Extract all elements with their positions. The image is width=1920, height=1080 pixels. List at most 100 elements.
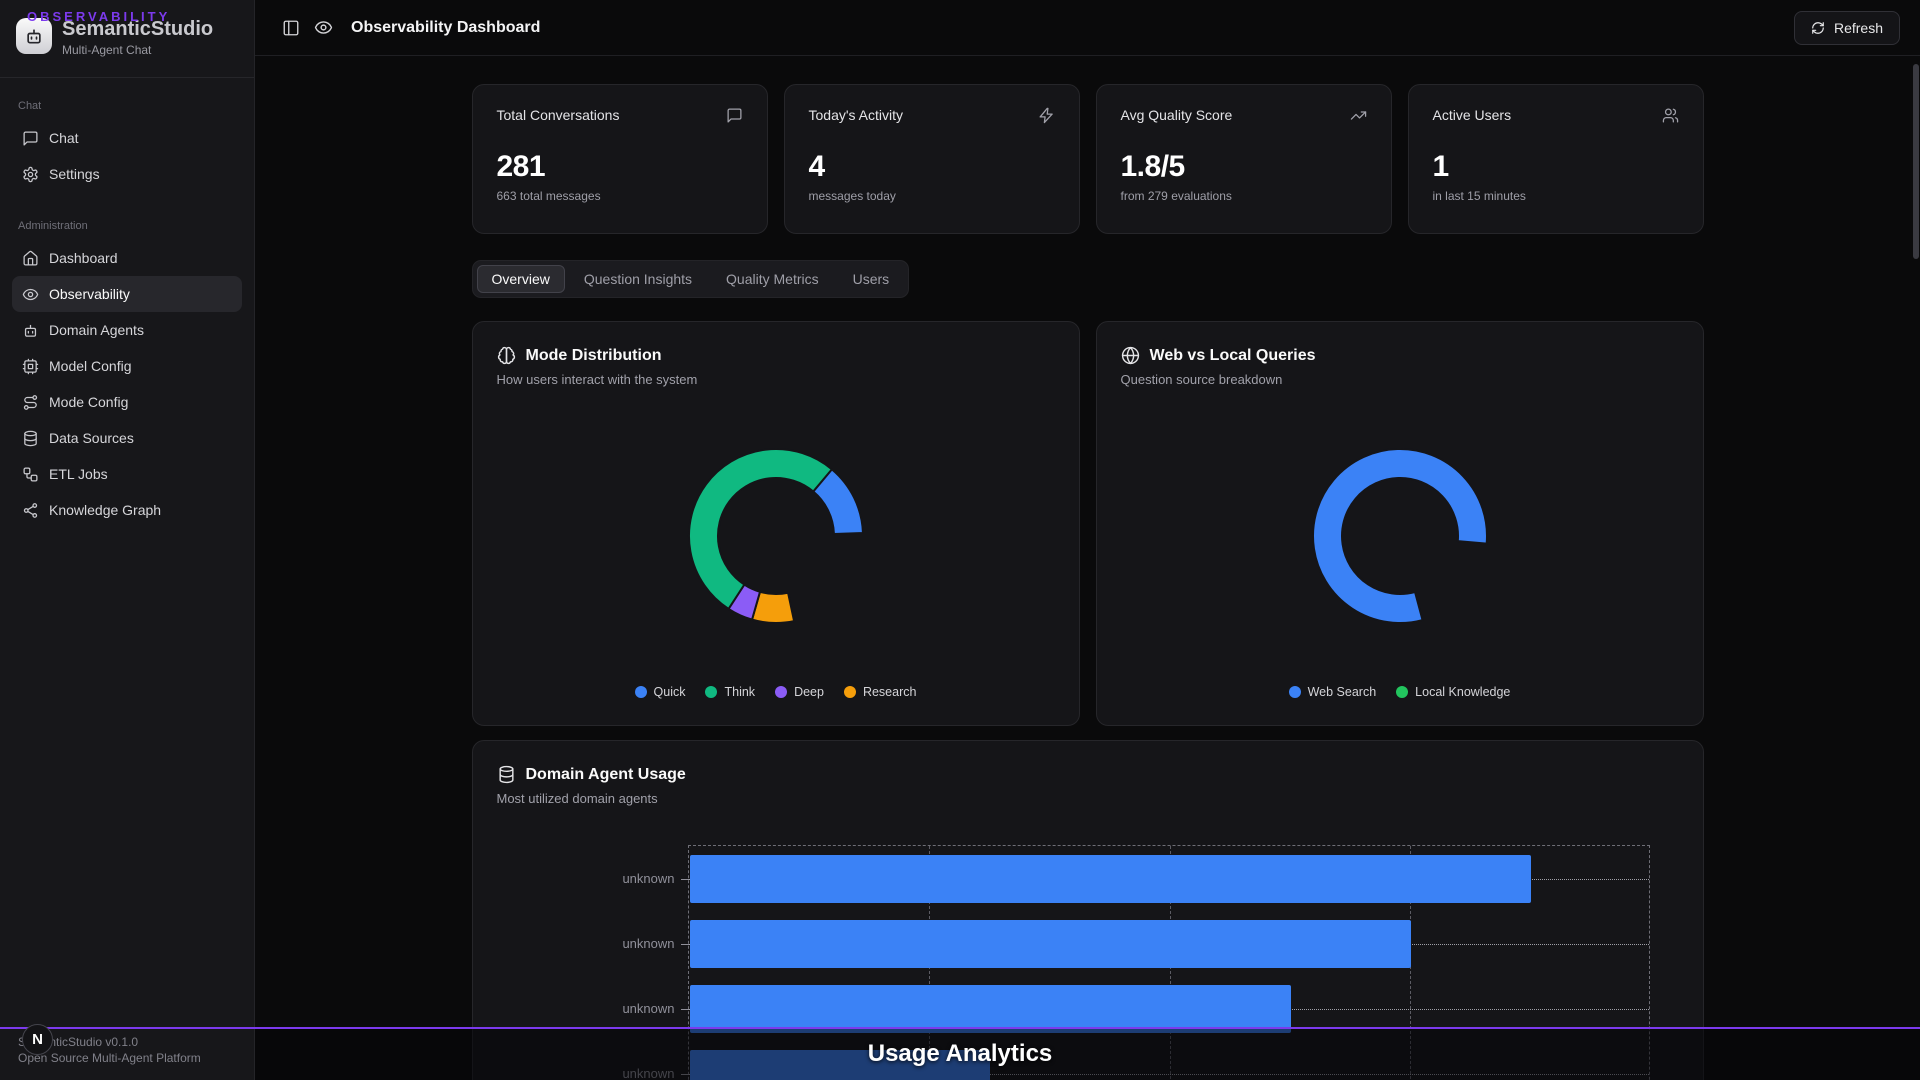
gear-icon [22,166,39,183]
legend-item-research[interactable]: Research [843,685,917,699]
donut-segment-quick[interactable] [811,467,864,536]
panel-toggle-icon[interactable] [282,19,300,37]
y-axis-label: unknown [622,871,675,886]
bot-icon [22,322,39,339]
chart-subtitle: How users interact with the system [496,372,698,387]
share-network-icon [22,502,39,519]
sidebar-item-label: Observability [49,286,130,302]
legend-color-dot [843,686,856,698]
legend-label: Web Search [1307,685,1377,699]
globe-icon [1121,346,1140,365]
stat-title: Total Conversations [496,107,620,123]
legend-label: Local Knowledge [1415,685,1511,699]
y-axis-tick [680,1009,689,1010]
sidebar-item-label: Knowledge Graph [49,502,162,518]
stat-value: 4 [808,150,826,183]
brain-icon [497,346,516,365]
nav-section-administration: Administration [18,220,88,232]
sidebar-item-settings[interactable]: Settings [12,156,242,192]
zap-icon [1038,107,1055,124]
floating-n-badge[interactable]: N [22,1024,53,1055]
stat-value: 1.8/5 [1120,150,1186,183]
donut-segment-web-search[interactable] [1311,448,1488,625]
donut-chart-web-vs-local [1121,387,1679,685]
database-icon [497,765,516,784]
sidebar-item-chat[interactable]: Chat [12,120,242,156]
app-identity: SemanticStudio Multi-Agent Chat [62,18,213,77]
usage-bar[interactable] [689,920,1411,968]
main-area: Observability Dashboard Refresh Total Co… [255,0,1920,1080]
stat-subtitle: messages today [808,189,896,203]
sidebar-header: SemanticStudio Multi-Agent Chat [0,0,254,78]
donut-segment-think[interactable] [687,447,833,611]
legend-label: Think [724,685,756,699]
sidebar-item-mode-config[interactable]: Mode Config [12,384,242,420]
chart-subtitle: Most utilized domain agents [496,791,658,806]
sidebar-item-label: ETL Jobs [49,466,108,482]
message-square-icon [22,130,39,147]
route-icon [22,394,39,411]
tab-quality-metrics[interactable]: Quality Metrics [726,271,819,287]
chart-title: Web vs Local Queries [1149,346,1316,364]
users-icon [1662,107,1679,124]
workflow-icon [22,466,39,483]
legend-label: Deep [794,685,824,699]
stat-subtitle: in last 15 minutes [1432,189,1526,203]
legend-item-local-knowledge[interactable]: Local Knowledge [1396,685,1510,699]
sidebar: OBSERVABILITY SemanticStudio Multi-Agent… [0,0,255,1080]
legend-item-deep[interactable]: Deep [775,685,824,699]
charts-row: Mode Distribution How users interact wit… [471,321,1704,726]
usage-bar[interactable] [689,855,1532,903]
sidebar-item-data-sources[interactable]: Data Sources [12,420,242,456]
legend-item-think[interactable]: Think [705,685,755,699]
sidebar-item-observability[interactable]: Observability [12,276,242,312]
cpu-icon [22,358,39,375]
tab-question-insights[interactable]: Question Insights [583,271,693,287]
legend-color-dot [1396,686,1409,698]
refresh-icon [1811,21,1825,35]
tab-overview[interactable]: Overview [476,265,565,293]
trending-up-icon [1350,107,1367,124]
sidebar-item-label: Model Config [49,358,132,374]
route-debug-label: OBSERVABILITY [27,9,171,24]
donut-segment-deep[interactable] [726,583,761,621]
eye-icon [22,286,39,303]
message-square-icon [726,107,743,124]
sidebar-item-etl-jobs[interactable]: ETL Jobs [12,456,242,492]
refresh-label: Refresh [1833,19,1883,36]
chart-legend: Quick Think Deep Research [497,685,1055,701]
sidebar-item-model-config[interactable]: Model Config [12,348,242,384]
chart-subtitle: Question source breakdown [1120,372,1283,387]
sidebar-item-dashboard[interactable]: Dashboard [12,240,242,276]
legend-item-quick[interactable]: Quick [634,685,686,699]
app-name: SemanticStudio [62,18,214,40]
home-icon [22,250,39,267]
usage-bar[interactable] [689,985,1291,1033]
sidebar-item-label: Chat [49,130,79,146]
chart-title: Domain Agent Usage [525,765,686,783]
legend-label: Quick [653,685,686,699]
sidebar-item-label: Mode Config [49,394,129,410]
sidebar-item-domain-agents[interactable]: Domain Agents [12,312,242,348]
legend-item-web-search[interactable]: Web Search [1288,685,1377,699]
dashboard-tabs: Overview Question Insights Quality Metri… [471,260,910,298]
sidebar-item-label: Dashboard [49,250,118,266]
bot-icon [24,26,44,46]
stat-card-todays-activity: Today's Activity 4 messages today [783,84,1080,234]
tab-users[interactable]: Users [852,271,890,287]
sidebar-item-label: Domain Agents [49,322,144,338]
legend-color-dot [634,686,647,698]
y-axis-tick [680,944,689,945]
legend-label: Research [862,685,917,699]
stat-value: 1 [1432,150,1450,183]
refresh-button[interactable]: Refresh [1793,10,1900,45]
dashboard-content: Total Conversations 281 663 total messag… [255,56,1920,1080]
web-vs-local-card: Web vs Local Queries Question source bre… [1095,321,1704,726]
stat-title: Today's Activity [808,107,904,123]
stats-grid: Total Conversations 281 663 total messag… [471,84,1704,234]
stat-title: Active Users [1432,107,1512,123]
vertical-scrollbar-thumb[interactable] [1913,64,1919,259]
sidebar-item-knowledge-graph[interactable]: Knowledge Graph [12,492,242,528]
y-axis-tick [680,879,689,880]
